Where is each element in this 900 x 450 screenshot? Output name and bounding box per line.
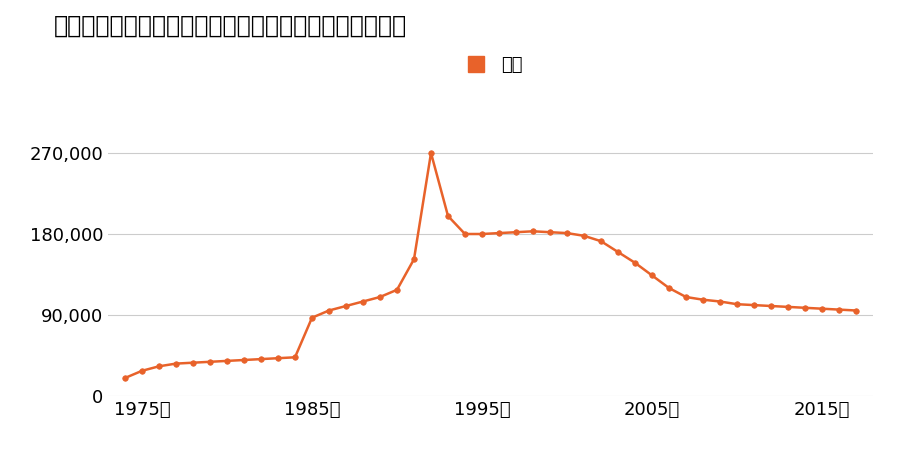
Text: 大阪府南河内郡狭山町大字半田１７１９番２の地価推移: 大阪府南河内郡狭山町大字半田１７１９番２の地価推移 bbox=[54, 14, 407, 37]
Legend: 価格: 価格 bbox=[451, 49, 530, 81]
